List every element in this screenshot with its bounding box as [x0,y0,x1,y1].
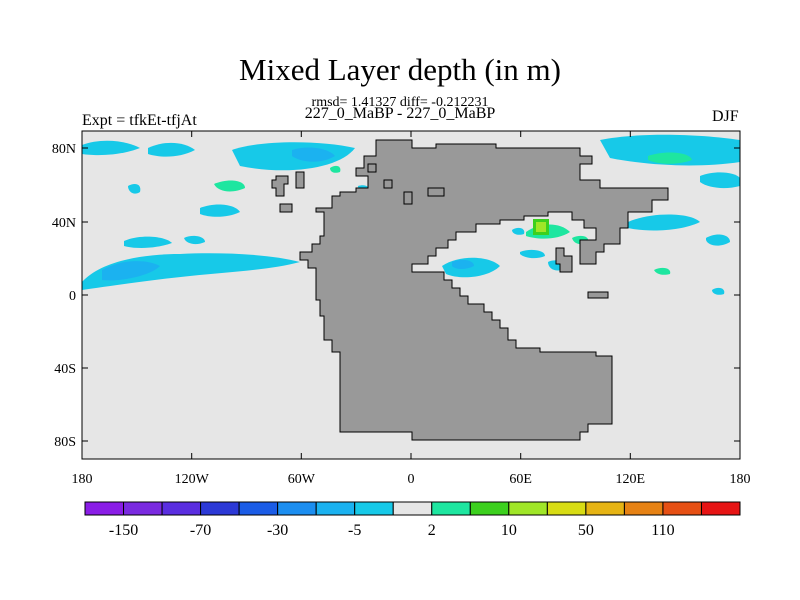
lon-tick-label: 120E [616,472,646,487]
anomaly-patch [124,236,172,248]
colorbar-label: -70 [190,522,211,539]
island [383,179,393,189]
map-title: Mixed Layer depth (in m) [239,52,561,87]
colorbar-label: -150 [109,522,138,539]
island [587,291,609,299]
island [271,175,289,197]
colorbar-swatch [238,501,279,516]
anomaly-patch [200,204,240,217]
island [403,191,413,205]
colorbar-swatch [546,501,587,516]
colorbar-swatch [84,501,125,516]
colorbar-swatch [315,501,356,516]
island [279,203,293,213]
colorbar-swatch [200,501,240,516]
colorbar-label: 10 [501,522,517,539]
colorbar-swatch [623,501,664,516]
anomaly-patch [536,222,546,232]
experiment-label: Expt = tfkEt-tfjAt [82,112,197,129]
anomaly-patch [648,152,692,164]
colorbar-label: 50 [578,522,594,539]
anomaly-patch [654,267,671,275]
lat-tick-label: 80N [52,142,76,157]
colorbar-swatch [123,501,163,516]
lat-tick-label: 40S [54,362,76,377]
colorbar-swatch [392,501,433,516]
colorbar: -150 -70 -30 -5 2 10 50 110 [84,501,741,539]
anomaly-patch [82,140,140,156]
anomaly-patch [292,147,335,162]
colorbar-label: -5 [348,522,361,539]
map-subtitle: 227_0_MaBP - 227_0_MaBP [304,105,496,122]
anomaly-patch [148,142,195,157]
colorbar-swatch [508,501,548,516]
anomaly-patch [520,249,545,259]
lat-tick-label: 0 [69,289,76,304]
stats-line: rmsd= 1.41327 diff= -0.212231 [311,95,489,110]
colorbar-swatch [662,501,702,516]
colorbar-label: 110 [651,522,674,539]
colorbar-swatch [431,501,471,516]
anomaly-patch [712,287,725,295]
lon-tick-label: 180 [72,472,93,487]
anomaly-patch [512,227,525,235]
anomaly-patch [600,134,740,166]
anomaly-patch [102,261,160,281]
island [555,247,573,273]
season-label: DJF [712,108,739,125]
colorbar-swatch [354,501,394,516]
anomaly-patch [700,172,740,189]
lon-tick-label: 180 [730,472,751,487]
anomaly-patch [706,234,730,246]
island [427,187,445,197]
anomaly-patch [330,165,341,173]
anomaly-patch [628,214,700,231]
lon-tick-label: 60E [509,472,532,487]
colorbar-swatch [469,501,510,516]
lat-tick-label: 40N [52,216,76,231]
colorbar-label: -30 [267,522,288,539]
colorbar-swatch [585,501,625,516]
colorbar-label: 2 [428,522,436,539]
lon-tick-label: 60W [288,472,316,487]
anomaly-patch [452,259,474,269]
anomaly-patch [214,180,245,192]
island [367,163,377,173]
anomaly-patches [82,134,740,295]
map-axes: 80N 40N 0 40S 80S 180 120W 60W 0 60E 120E 180 [52,131,751,487]
colorbar-swatch [161,501,202,516]
anomaly-patch [128,184,141,194]
island [295,171,305,189]
colorbar-swatch [700,501,741,516]
lat-tick-label: 80S [54,435,76,450]
continent-landmass [299,139,669,441]
continent [271,139,669,441]
lon-tick-label: 120W [175,472,210,487]
colorbar-swatch [277,501,317,516]
anomaly-patch [184,235,205,245]
lon-tick-label: 0 [408,472,415,487]
